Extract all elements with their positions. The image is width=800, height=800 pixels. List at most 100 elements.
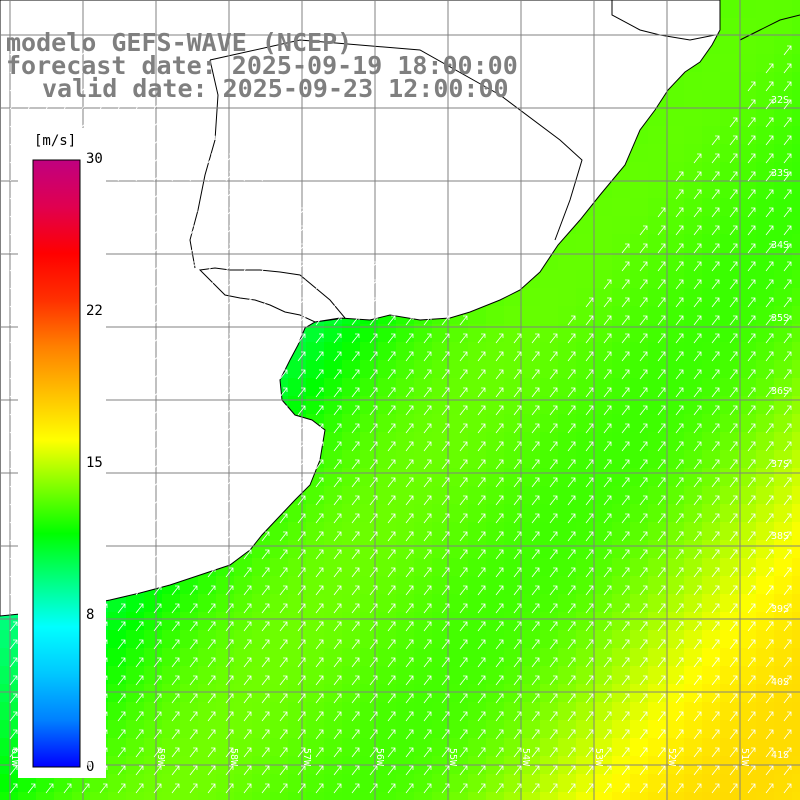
wind-arrow [207,189,216,200]
field-cell [450,684,468,702]
field-cell [720,18,738,36]
field-cell [0,792,18,800]
field-cell [702,54,720,72]
field-cell [558,396,576,414]
wind-arrow [315,747,324,758]
wind-arrow [153,369,162,380]
field-cell [468,324,486,342]
field-cell [558,486,576,504]
field-cell [396,792,414,800]
field-cell [252,720,270,738]
wind-arrow [639,225,648,236]
field-cell [684,288,702,306]
wind-arrow [261,639,270,650]
wind-arrow [405,693,414,704]
wind-arrow [765,153,774,164]
field-cell [594,504,612,522]
wind-arrow [603,549,612,560]
field-cell [720,216,738,234]
field-cell [702,486,720,504]
wind-arrow [729,315,738,326]
wind-arrow [243,513,252,524]
wind-arrow [693,171,702,182]
wind-arrow [459,747,468,758]
wind-arrow [747,369,756,380]
wind-arrow [207,675,216,686]
wind-arrow [441,657,450,668]
wind-arrow [315,315,324,326]
wind-arrow [189,297,198,308]
wind-arrow [153,513,162,524]
field-cell [396,324,414,342]
wind-arrow [495,351,504,362]
field-cell [378,666,396,684]
lon-label-57w: 57W [301,748,312,767]
wind-arrow [243,243,252,254]
field-cell [630,432,648,450]
field-cell [324,630,342,648]
field-cell [360,450,378,468]
field-cell [162,738,180,756]
wind-arrow [351,261,360,272]
field-cell [450,360,468,378]
field-cell [774,198,792,216]
wind-arrow [117,513,126,524]
field-cell [126,702,144,720]
wind-arrow [747,243,756,254]
field-cell [108,738,126,756]
field-cell [306,360,324,378]
wind-arrow [441,747,450,758]
field-cell [378,450,396,468]
field-cell [288,774,306,792]
field-cell [666,594,684,612]
wind-arrow [297,711,306,722]
wind-arrow [783,45,792,56]
wind-arrow [549,585,558,596]
wind-arrow [693,351,702,362]
wind-arrow [333,333,342,344]
field-cell [414,324,432,342]
wind-arrow [621,405,630,416]
field-cell [666,414,684,432]
field-cell [630,216,648,234]
wind-arrow [225,621,234,632]
field-cell [288,540,306,558]
field-cell [378,720,396,738]
wind-arrow [9,207,18,218]
field-cell [738,90,756,108]
field-cell [576,288,594,306]
field-cell [522,702,540,720]
field-cell [288,378,306,396]
wind-arrow [783,459,792,470]
wind-arrow [315,441,324,452]
wind-arrow [495,657,504,668]
wind-arrow [315,675,324,686]
field-cell [630,486,648,504]
wind-arrow [747,135,756,146]
field-cell [126,666,144,684]
field-cell [270,612,288,630]
wind-arrow [675,441,684,452]
wind-arrow [351,549,360,560]
field-cell [774,702,792,720]
wind-arrow [333,243,342,254]
wind-arrow [549,531,558,542]
field-cell [414,522,432,540]
wind-arrow [603,459,612,470]
wind-arrow [765,243,774,254]
field-cell [342,666,360,684]
wind-arrow [441,603,450,614]
wind-arrow [315,243,324,254]
wind-arrow [423,531,432,542]
field-cell [306,342,324,360]
field-cell [594,360,612,378]
wind-arrow [243,315,252,326]
field-cell [324,522,342,540]
field-cell [414,648,432,666]
wind-arrow [117,675,126,686]
field-cell [504,630,522,648]
field-cell [234,792,252,800]
wind-arrow [387,729,396,740]
field-cell [468,342,486,360]
field-cell [612,180,630,198]
